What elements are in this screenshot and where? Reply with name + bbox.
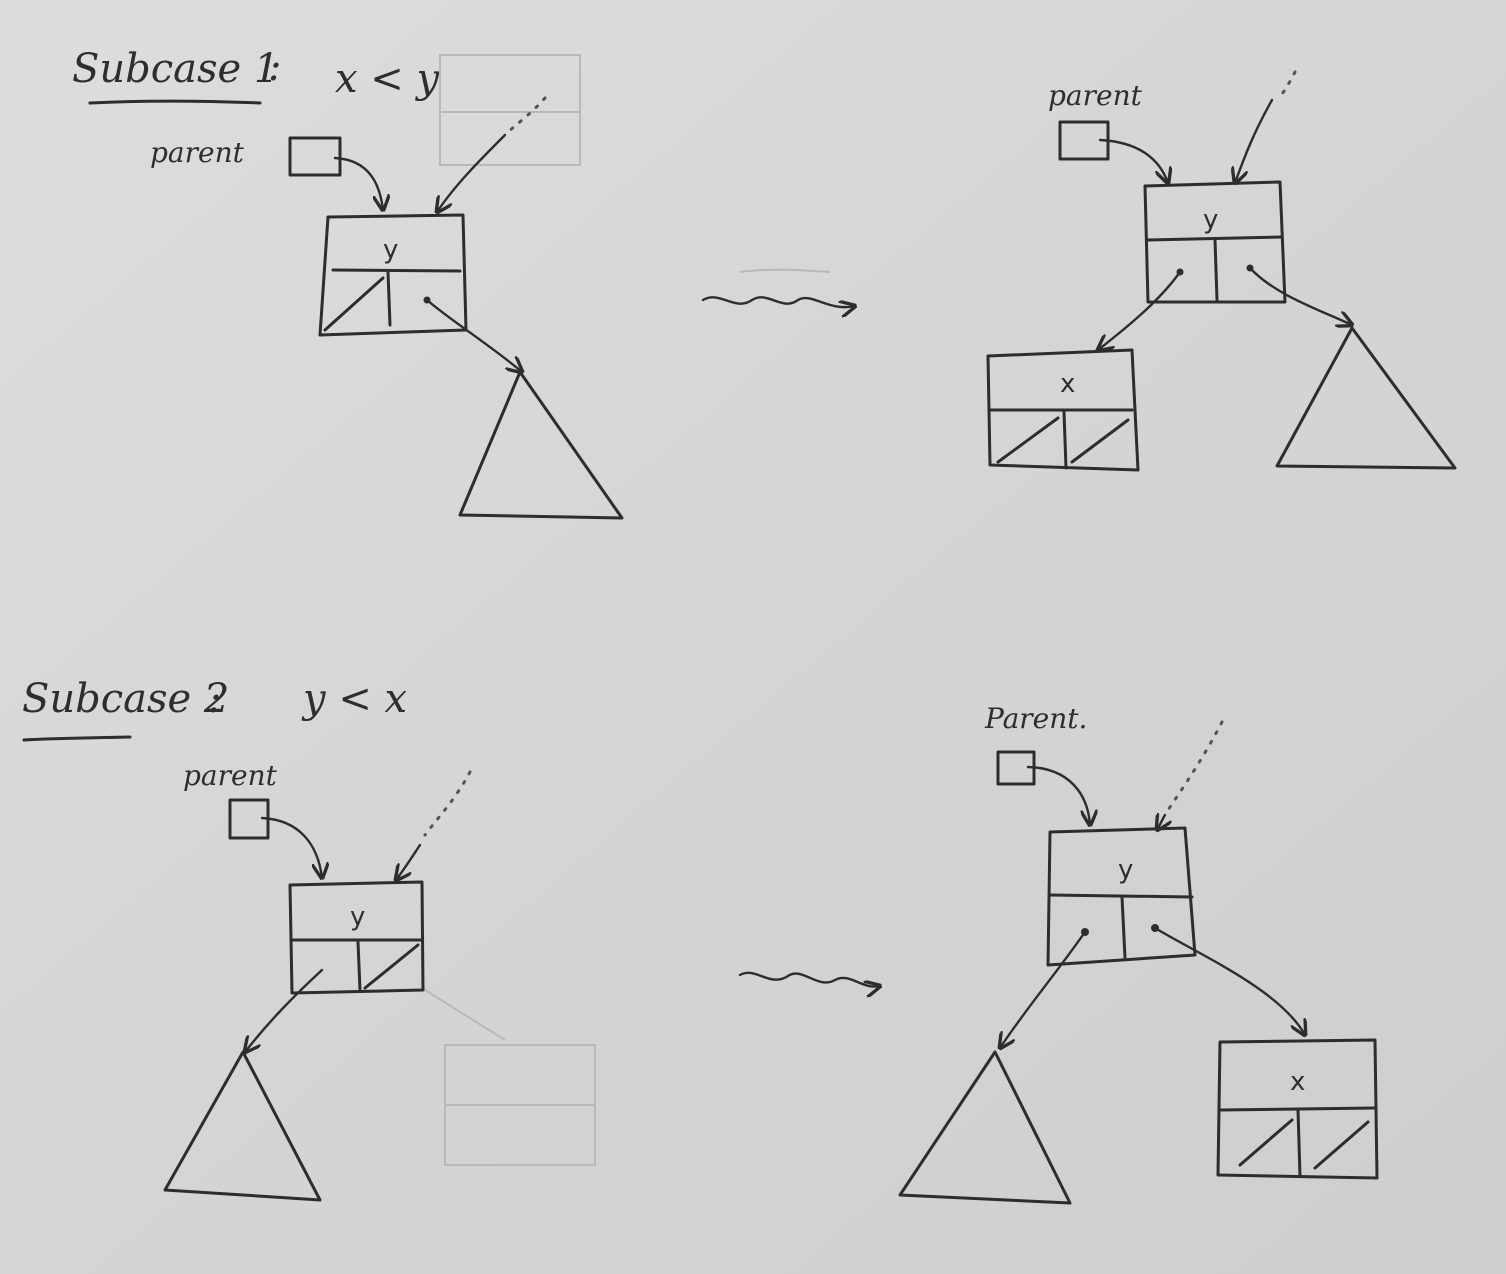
subcase-2-before: parent y bbox=[163, 759, 472, 1202]
node-outline bbox=[1046, 826, 1197, 967]
node-key: x bbox=[1060, 369, 1075, 399]
root-node-y: y bbox=[1143, 180, 1287, 304]
null-right-slash bbox=[1313, 1120, 1370, 1170]
left-child-arrow bbox=[1098, 270, 1182, 350]
node-key: y bbox=[383, 235, 398, 265]
null-right-slash bbox=[1070, 418, 1130, 464]
subcase-1-title: Subcase 1 bbox=[72, 46, 279, 92]
parent-label: parent bbox=[183, 759, 278, 792]
parent-label: parent bbox=[1048, 79, 1143, 112]
root-node-y: y bbox=[1046, 826, 1197, 967]
left-subtree-triangle bbox=[163, 1050, 322, 1202]
subcase-2-title: Subcase 2 bbox=[22, 676, 229, 722]
null-right-slash bbox=[363, 943, 420, 990]
parent-arrow bbox=[333, 156, 383, 210]
node-field-divider bbox=[1062, 410, 1068, 470]
subcase-1-heading: Subcase 1 : x < y bbox=[72, 44, 441, 105]
transform-arrow-2 bbox=[738, 971, 880, 987]
faint-sketch-arrow bbox=[739, 268, 831, 273]
node-field-divider bbox=[1296, 1108, 1302, 1178]
node-field-divider bbox=[356, 940, 362, 992]
incoming-arrow bbox=[437, 133, 507, 212]
ellipsis-dots bbox=[1276, 70, 1297, 102]
node-key: y bbox=[1118, 855, 1133, 885]
null-left-slash bbox=[1238, 1118, 1294, 1167]
subcase-1-before: parent y bbox=[150, 96, 624, 520]
child-node-x: x bbox=[1216, 1038, 1379, 1180]
node-y: y bbox=[288, 880, 425, 995]
parent-pointer-box bbox=[288, 136, 342, 177]
node-key: y bbox=[1203, 205, 1218, 235]
incoming-arrow bbox=[1235, 98, 1274, 183]
parent-arrow bbox=[260, 816, 322, 878]
node-key: x bbox=[1290, 1067, 1305, 1097]
subcase-1-underline bbox=[88, 99, 262, 105]
subcase-1-colon: : bbox=[268, 44, 281, 90]
left-child-arrow bbox=[245, 968, 324, 1052]
parent-label: parent bbox=[150, 136, 245, 169]
transform-arrow-1 bbox=[701, 296, 855, 307]
erased-sketch-1 bbox=[439, 54, 581, 166]
null-left-slash bbox=[323, 276, 385, 332]
subcase-2-colon: : bbox=[208, 676, 221, 722]
node-outline bbox=[1216, 1038, 1379, 1180]
node-divider bbox=[1146, 235, 1284, 242]
node-field-divider bbox=[1120, 895, 1127, 960]
subcase-1-condition: x < y bbox=[335, 56, 441, 102]
ellipsis-dots bbox=[1166, 720, 1224, 812]
node-outline bbox=[1143, 180, 1287, 304]
null-left-slash bbox=[996, 416, 1060, 464]
node-field-divider bbox=[386, 270, 392, 327]
right-child-arrow bbox=[1153, 926, 1305, 1035]
left-subtree-triangle bbox=[898, 1050, 1072, 1205]
parent-label: Parent. bbox=[984, 702, 1087, 735]
erased-sketch-2 bbox=[424, 989, 596, 1166]
subcase-2-underline bbox=[22, 735, 132, 742]
subcase-2-heading: Subcase 2 : y < x bbox=[22, 676, 407, 742]
node-outline bbox=[288, 880, 425, 995]
right-subtree-triangle bbox=[1275, 326, 1457, 470]
subcase-2-after: Parent. y x bbox=[898, 702, 1379, 1205]
node-field-divider bbox=[1213, 238, 1219, 302]
right-child-arrow bbox=[1248, 266, 1352, 325]
subcase-1-after: parent y x bbox=[986, 70, 1457, 472]
parent-arrow bbox=[1098, 138, 1168, 183]
node-key: y bbox=[350, 902, 365, 932]
right-subtree-triangle bbox=[458, 370, 624, 520]
right-child-arrow bbox=[425, 298, 522, 372]
node-y: y bbox=[318, 213, 468, 337]
incoming-arrow bbox=[396, 843, 422, 880]
parent-arrow bbox=[1026, 765, 1090, 825]
node-outline bbox=[986, 348, 1140, 472]
child-node-x: x bbox=[986, 348, 1140, 472]
subcase-2-condition: y < x bbox=[301, 676, 407, 722]
node-divider bbox=[331, 268, 462, 273]
left-child-arrow bbox=[1000, 930, 1087, 1048]
